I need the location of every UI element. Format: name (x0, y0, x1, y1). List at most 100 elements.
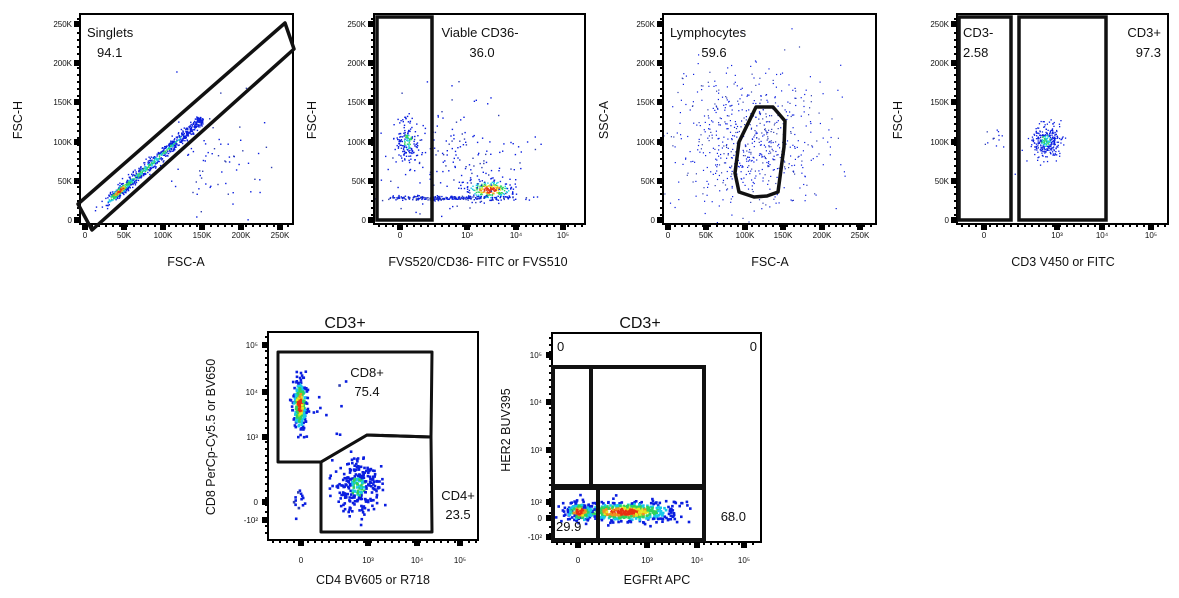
event-dot (293, 417, 296, 420)
y-minor-tick (549, 365, 552, 367)
x-minor-tick (661, 542, 663, 545)
y-minor-tick (954, 158, 957, 160)
event-dot (353, 477, 357, 481)
event-dot (1058, 123, 1061, 125)
event-dot (174, 185, 177, 188)
y-minor-tick (549, 470, 552, 472)
x-minor-tick (427, 224, 429, 227)
event-dot (353, 500, 357, 503)
y-minor-tick (371, 151, 374, 153)
event-dot (298, 376, 302, 380)
event-dot (748, 151, 750, 153)
x-axis-title: EGFRt APC (624, 573, 691, 587)
event-dot (453, 157, 455, 160)
event-dot (460, 184, 462, 187)
event-dot (179, 137, 182, 139)
event-dot (295, 370, 299, 374)
event-dot (505, 192, 507, 195)
event-dot (126, 188, 129, 190)
event-dot (1033, 139, 1035, 142)
event-dot (751, 73, 753, 75)
x-minor-tick (154, 224, 156, 227)
event-dot (120, 191, 122, 194)
event-dot (504, 185, 506, 187)
event-dot (1043, 148, 1045, 150)
event-dot (1055, 151, 1057, 153)
event-dot (400, 144, 402, 146)
event-dot (358, 478, 361, 481)
event-dot (751, 179, 753, 181)
event-dot (790, 131, 792, 133)
y-tick-label: 0 (945, 216, 950, 225)
event-dot (599, 517, 602, 520)
event-dot (486, 187, 488, 189)
event-dot (190, 133, 192, 136)
event-dot (361, 511, 365, 514)
event-dot (481, 137, 484, 139)
event-dot (1056, 130, 1058, 133)
event-dot (445, 165, 447, 167)
event-dot (404, 159, 406, 161)
event-dot (250, 191, 252, 193)
event-dot (408, 129, 410, 132)
event-dot (144, 162, 146, 164)
event-dot (489, 191, 491, 193)
event-dot (366, 474, 370, 478)
event-dot (754, 134, 756, 136)
event-dot (790, 155, 792, 157)
event-dot (144, 172, 146, 175)
event-dot (144, 167, 147, 170)
event-dot (651, 499, 655, 503)
event-dot (242, 150, 244, 152)
event-dot (168, 145, 171, 147)
event-dot (362, 489, 366, 492)
event-dot (196, 123, 198, 125)
gate-percent-label: 68.0 (721, 509, 746, 524)
event-dot (161, 158, 164, 160)
event-dot (586, 511, 590, 514)
event-dot (647, 508, 650, 512)
event-dot (568, 517, 572, 521)
gate-name-label: CD8+ (350, 365, 384, 380)
event-dot (767, 101, 769, 103)
event-dot (1030, 145, 1032, 148)
event-dot (725, 96, 727, 98)
event-dot (822, 93, 824, 95)
x-minor-tick (738, 542, 740, 545)
event-dot (368, 475, 372, 479)
event-dot (153, 158, 156, 160)
event-dot (759, 173, 761, 175)
event-dot (370, 499, 374, 502)
event-dot (741, 87, 743, 89)
event-dot (767, 131, 769, 134)
event-dot (704, 131, 706, 133)
event-dot (649, 505, 653, 509)
event-dot (793, 164, 796, 166)
event-dot (466, 191, 469, 193)
event-dot (777, 128, 779, 130)
event-dot (301, 404, 304, 407)
event-dot (811, 146, 814, 148)
event-dot (443, 197, 446, 200)
x-minor-tick (626, 542, 628, 545)
event-dot (404, 116, 406, 118)
event-dot (184, 137, 186, 139)
event-dot (1033, 133, 1035, 135)
y-minor-tick (660, 193, 663, 195)
event-dot (575, 500, 578, 504)
event-dot (663, 506, 666, 510)
event-dot (672, 106, 674, 108)
event-dot (200, 211, 202, 213)
event-dot (418, 195, 420, 197)
event-dot (664, 193, 666, 195)
event-dot (617, 520, 620, 524)
event-dot (355, 462, 358, 466)
event-dot (795, 104, 797, 107)
event-dot (490, 189, 492, 191)
event-dot (723, 104, 725, 106)
event-dot (444, 160, 446, 162)
event-dot (560, 519, 563, 523)
plot-frame (956, 13, 1169, 225)
event-dot (579, 506, 582, 509)
x-minor-tick (328, 540, 330, 543)
